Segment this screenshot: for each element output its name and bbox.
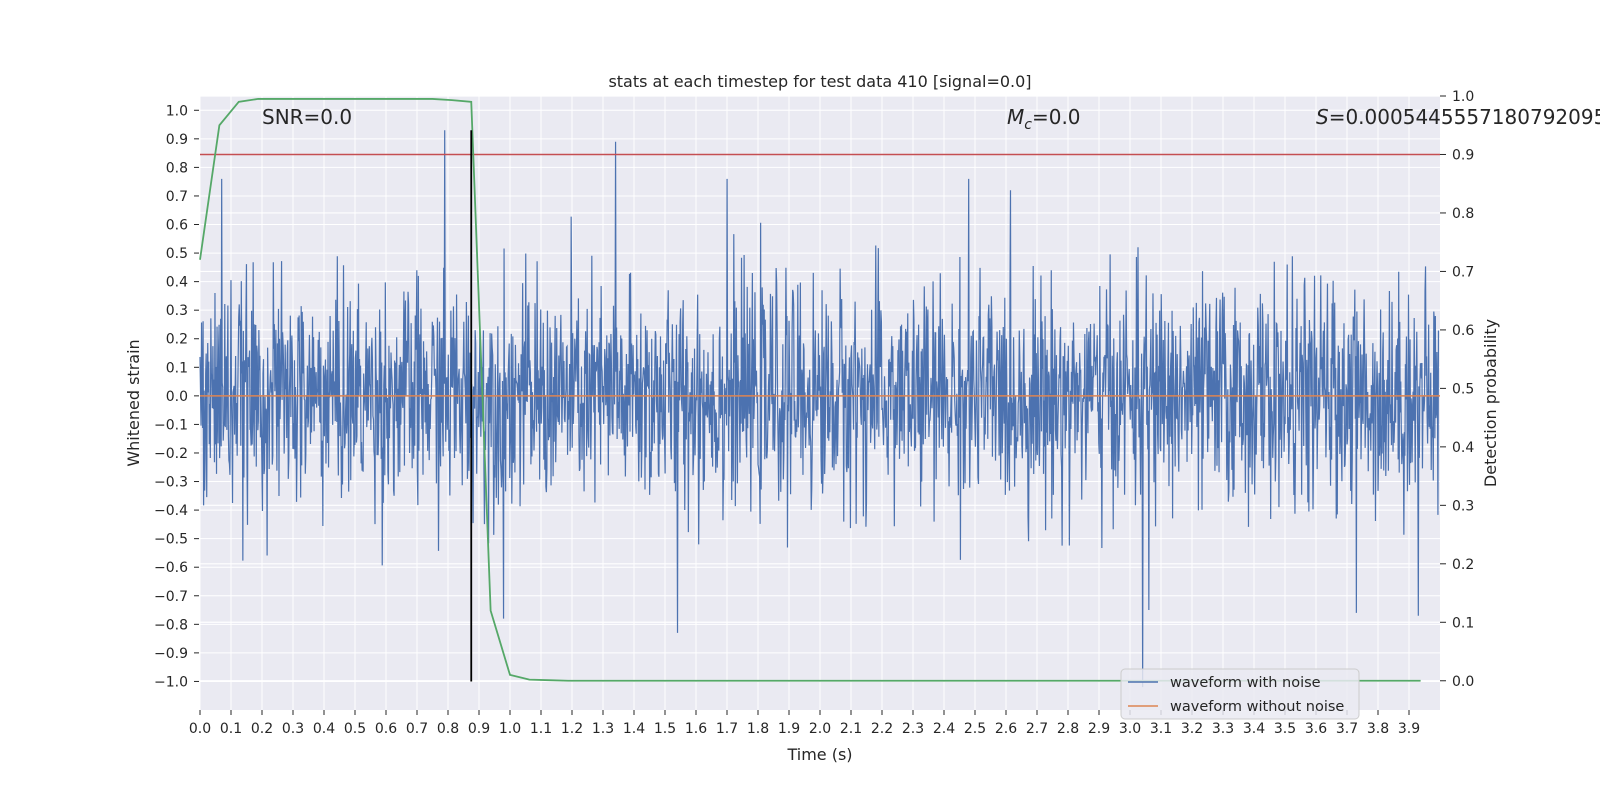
x-tick-label: 1.8	[747, 721, 769, 737]
x-tick-label: 0.2	[251, 721, 273, 737]
x-tick-label: 2.1	[840, 721, 862, 737]
mc-symbol: M	[1007, 105, 1024, 129]
y-right-tick-label: 0.1	[1452, 615, 1474, 631]
x-tick-label: 0.1	[220, 721, 242, 737]
x-tick-label: 0.0	[189, 721, 211, 737]
y-tick-label: −1.0	[154, 674, 188, 690]
x-tick-label: 2.4	[933, 721, 955, 737]
x-tick-label: 1.5	[654, 721, 676, 737]
x-tick-label: 3.2	[1181, 721, 1203, 737]
legend-label-clean: waveform without noise	[1170, 699, 1344, 715]
y-right-tick-label: 0.9	[1452, 147, 1474, 163]
legend: waveform with noise waveform without noi…	[1120, 668, 1360, 720]
y-tick-label: 0.8	[166, 160, 188, 176]
x-tick-label: 1.6	[685, 721, 707, 737]
x-tick-label: 2.3	[902, 721, 924, 737]
y-tick-label: −0.5	[154, 532, 188, 548]
s-value: =0.0005445557180792095	[1329, 105, 1600, 129]
x-tick-label: 1.1	[530, 721, 552, 737]
y-right-tick-label: 0.6	[1452, 323, 1474, 339]
y-right-tick-label: 0.8	[1452, 206, 1474, 222]
y-tick-label: 0.7	[166, 189, 188, 205]
mc-subscript: c	[1024, 117, 1032, 133]
x-tick-label: 3.1	[1150, 721, 1172, 737]
x-tick-label: 3.0	[1119, 721, 1141, 737]
x-tick-label: 3.8	[1367, 721, 1389, 737]
legend-box	[1120, 668, 1360, 720]
y-right-tick-label: 0.7	[1452, 264, 1474, 280]
y-tick-label: 0.6	[166, 218, 188, 234]
y-right-tick-label: 0.0	[1452, 674, 1474, 690]
x-tick-label: 1.2	[561, 721, 583, 737]
y-tick-label: 1.0	[166, 103, 188, 119]
y-tick-label: 0.1	[166, 360, 188, 376]
y-tick-label: 0.5	[166, 246, 188, 262]
x-tick-label: 3.3	[1212, 721, 1234, 737]
x-tick-label: 3.9	[1398, 721, 1420, 737]
x-tick-label: 0.7	[406, 721, 428, 737]
y-tick-label: 0.2	[166, 332, 188, 348]
y-right-tick-label: 0.2	[1452, 557, 1474, 573]
series-line-detection-probability	[199, 98, 1421, 682]
y-right-tick-label: 0.3	[1452, 498, 1474, 514]
y-tick-label: 0.0	[166, 389, 188, 405]
overlays	[199, 98, 1440, 682]
y-right-tick-label: 0.5	[1452, 381, 1474, 397]
x-tick-label: 0.9	[468, 721, 490, 737]
y-right-tick-label: 0.4	[1452, 440, 1474, 456]
x-tick-label: 2.0	[809, 721, 831, 737]
x-tick-label: 2.6	[995, 721, 1017, 737]
s-annotation: S=0.0005445557180792095	[1316, 105, 1600, 129]
x-axis: 0.0 0.1 0.2 0.3 0.4 0.5 0.6 0.7 0.8 0.9 1.0 1.1 1.2 1…	[189, 710, 1420, 737]
legend-label-noise: waveform with noise	[1170, 675, 1321, 691]
mc-value: =0.0	[1032, 105, 1081, 129]
y-tick-label: −0.2	[154, 446, 188, 462]
y-tick-label: −0.6	[154, 560, 188, 576]
x-tick-label: 3.5	[1274, 721, 1296, 737]
s-symbol: S	[1316, 105, 1329, 129]
x-tick-label: 0.5	[344, 721, 366, 737]
y-tick-label: −0.7	[154, 589, 188, 605]
x-tick-label: 1.0	[499, 721, 521, 737]
x-tick-label: 3.7	[1336, 721, 1358, 737]
x-tick-label: 1.7	[716, 721, 738, 737]
y-tick-label: 0.3	[166, 303, 188, 319]
y-axis-left: 1.0 0.9 0.8 0.7 0.6 0.5 0.4 0.3 0.2 0.1 0.0 −0.1 −0.…	[154, 103, 199, 690]
y-axis-label: Whitened strain	[124, 339, 143, 466]
snr-annotation: SNR=0.0	[262, 105, 352, 129]
x-tick-label: 3.4	[1243, 721, 1265, 737]
series-line-noise	[199, 130, 1440, 688]
y-tick-label: −0.9	[154, 646, 188, 662]
x-tick-label: 3.6	[1305, 721, 1327, 737]
y-tick-label: −0.8	[154, 617, 188, 633]
x-tick-label: 0.6	[375, 721, 397, 737]
x-tick-label: 2.7	[1026, 721, 1048, 737]
x-tick-label: 2.5	[964, 721, 986, 737]
x-tick-label: 2.8	[1057, 721, 1079, 737]
chart-title: stats at each timestep for test data 410…	[608, 72, 1031, 91]
mc-annotation: Mc=0.0	[1007, 105, 1081, 133]
x-tick-label: 1.4	[623, 721, 645, 737]
y-right-tick-label: 1.0	[1452, 89, 1474, 105]
x-tick-label: 0.3	[282, 721, 304, 737]
y-tick-label: 0.9	[166, 132, 188, 148]
y-tick-label: −0.4	[154, 503, 188, 519]
y-axis-right: 1.0 0.9 0.8 0.7 0.6 0.5 0.4 0.3 0.2 0.1 0.0	[1440, 89, 1474, 690]
x-tick-label: 1.9	[778, 721, 800, 737]
y-axis-right-label: Detection probability	[1481, 319, 1500, 487]
x-tick-label: 0.4	[313, 721, 335, 737]
x-tick-label: 2.9	[1088, 721, 1110, 737]
y-tick-label: 0.4	[166, 275, 188, 291]
y-tick-label: −0.1	[154, 417, 188, 433]
series-waveform-with-noise	[199, 130, 1440, 688]
x-tick-label: 0.8	[437, 721, 459, 737]
x-tick-label: 1.3	[592, 721, 614, 737]
y-tick-label: −0.3	[154, 475, 188, 491]
x-axis-label: Time (s)	[786, 745, 852, 764]
x-tick-label: 2.2	[871, 721, 893, 737]
